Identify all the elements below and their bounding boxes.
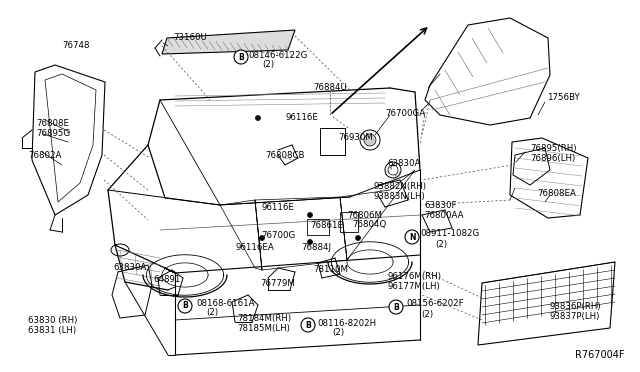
Text: 63831 (LH): 63831 (LH)	[28, 326, 76, 334]
Text: (2): (2)	[421, 310, 433, 318]
Text: (2): (2)	[435, 240, 447, 248]
Text: 63830A: 63830A	[113, 263, 147, 273]
Circle shape	[178, 299, 192, 313]
Text: 08156-6202F: 08156-6202F	[406, 299, 463, 308]
Text: R767004F: R767004F	[575, 350, 625, 360]
Polygon shape	[162, 30, 295, 54]
Text: 76808E: 76808E	[36, 119, 69, 128]
Text: 96116EA: 96116EA	[236, 244, 275, 253]
Text: 76884J: 76884J	[301, 244, 331, 253]
Circle shape	[364, 134, 376, 146]
Text: 08116-8202H: 08116-8202H	[317, 318, 376, 327]
Text: 63830A: 63830A	[387, 158, 420, 167]
Text: B: B	[182, 301, 188, 311]
Text: 08168-6161A: 08168-6161A	[196, 298, 255, 308]
Text: 76808CB: 76808CB	[265, 151, 305, 160]
Circle shape	[389, 300, 403, 314]
Circle shape	[259, 235, 264, 241]
Text: 1756BY: 1756BY	[547, 93, 580, 103]
Text: 76895G: 76895G	[36, 129, 70, 138]
Text: 76802A: 76802A	[28, 151, 61, 160]
Text: 78110M: 78110M	[313, 266, 348, 275]
Text: (2): (2)	[332, 328, 344, 337]
Text: 08911-1082G: 08911-1082G	[420, 230, 479, 238]
Text: 76779M: 76779M	[260, 279, 295, 288]
Text: 08146-6122G: 08146-6122G	[248, 51, 307, 60]
Text: 64891: 64891	[153, 276, 180, 285]
Text: 78184M(RH): 78184M(RH)	[237, 314, 291, 323]
Text: 76930M: 76930M	[338, 134, 373, 142]
Text: B: B	[393, 302, 399, 311]
Text: 76895(RH): 76895(RH)	[530, 144, 577, 153]
Circle shape	[307, 212, 312, 218]
Text: 76804Q: 76804Q	[352, 221, 387, 230]
Circle shape	[234, 50, 248, 64]
Text: 96116E: 96116E	[285, 113, 318, 122]
Text: 63830F: 63830F	[424, 202, 456, 211]
Text: 78185M(LH): 78185M(LH)	[237, 324, 290, 333]
Text: 63830 (RH): 63830 (RH)	[28, 315, 77, 324]
Circle shape	[355, 235, 360, 241]
Circle shape	[405, 230, 419, 244]
Bar	[340, 212, 358, 232]
Circle shape	[301, 318, 315, 332]
Text: 96116E: 96116E	[261, 203, 294, 212]
Text: 93883N(LH): 93883N(LH)	[374, 192, 426, 201]
Text: 93837P(LH): 93837P(LH)	[549, 311, 600, 321]
Text: 76884U: 76884U	[313, 83, 347, 92]
Text: 76700G: 76700G	[261, 231, 295, 241]
Text: 76748: 76748	[62, 41, 90, 49]
Text: B: B	[305, 321, 311, 330]
Text: (2): (2)	[206, 308, 218, 317]
Text: 76896(LH): 76896(LH)	[530, 154, 575, 163]
Text: 96176M(RH): 96176M(RH)	[388, 272, 442, 280]
Text: 93882N(RH): 93882N(RH)	[374, 182, 427, 190]
Text: 76808EA: 76808EA	[537, 189, 576, 198]
Text: 73160U: 73160U	[173, 33, 207, 42]
Text: 76800AA: 76800AA	[424, 212, 463, 221]
Text: 76806M: 76806M	[347, 211, 382, 219]
Circle shape	[307, 240, 312, 244]
Text: 76700GA: 76700GA	[385, 109, 425, 118]
Circle shape	[360, 130, 380, 150]
Text: 96177M(LH): 96177M(LH)	[388, 282, 441, 291]
Text: 76861E: 76861E	[310, 221, 343, 230]
Circle shape	[255, 115, 260, 121]
Bar	[307, 219, 329, 235]
Text: (2): (2)	[262, 60, 274, 68]
Circle shape	[385, 162, 401, 178]
Text: B: B	[238, 52, 244, 61]
Text: 93836P(RH): 93836P(RH)	[549, 301, 600, 311]
Text: N: N	[409, 232, 415, 241]
